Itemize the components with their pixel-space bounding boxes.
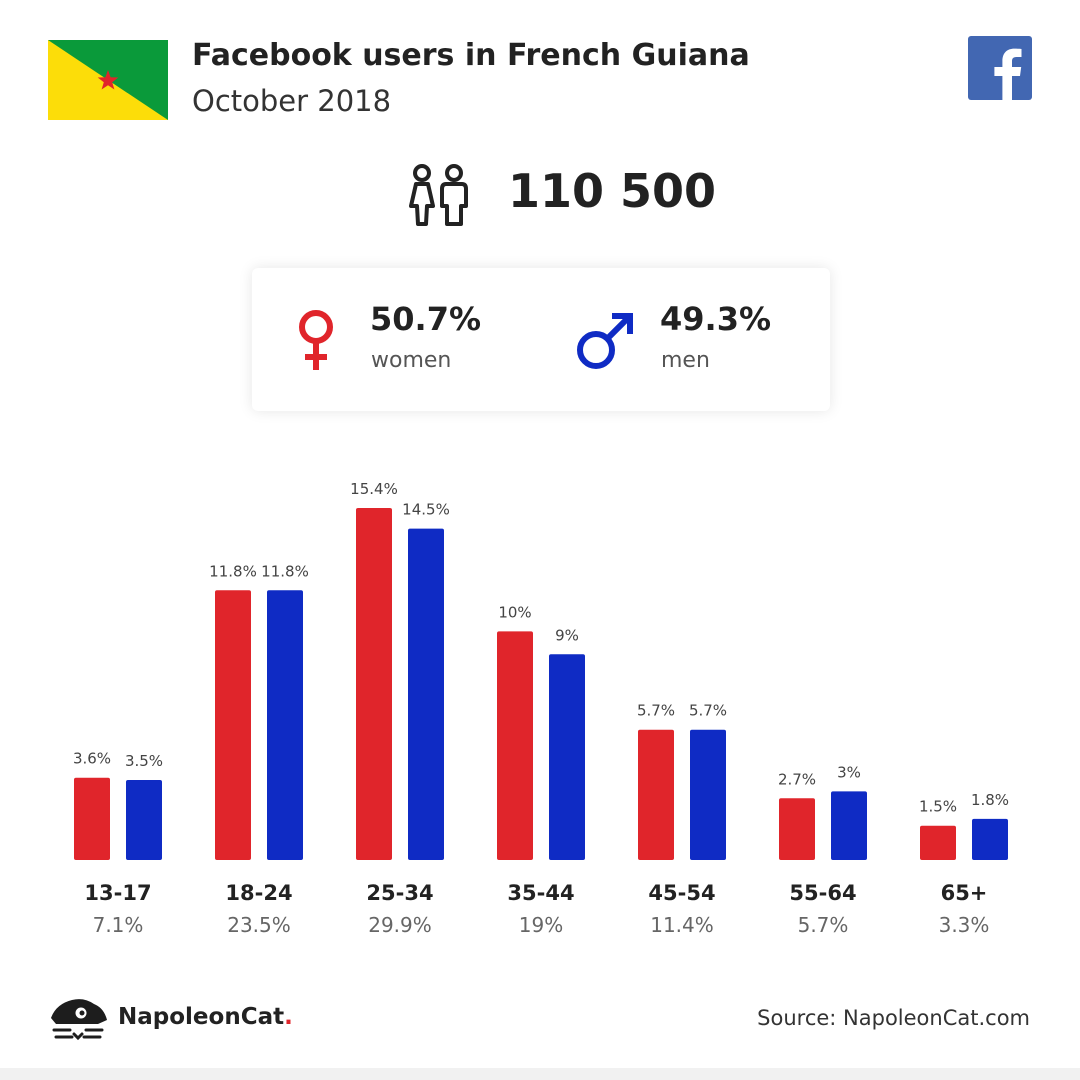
bar-men [690, 729, 726, 860]
bar-men [549, 654, 585, 860]
bar-women [638, 729, 674, 860]
brand-name-text: NapoleonCat [118, 1004, 285, 1030]
brand-dot: . [284, 1004, 293, 1030]
napoleoncat-logo-icon [51, 999, 107, 1041]
data-label-women: 1.5% [919, 798, 957, 816]
age-category-label: 55-64 [789, 881, 856, 905]
data-label-men: 9% [555, 626, 579, 644]
data-label-women: 5.7% [637, 702, 675, 720]
age-category-label: 65+ [941, 881, 988, 905]
male-symbol-icon [577, 313, 633, 369]
bar-men [831, 791, 867, 860]
female-symbol-icon [299, 310, 333, 370]
bar-women [215, 590, 251, 860]
users-icon [409, 164, 468, 226]
age-category-total: 3.3% [939, 913, 990, 937]
gender-card: 50.7% women 49.3% men [252, 268, 830, 411]
age-category-total: 29.9% [368, 913, 432, 937]
bar-women [74, 777, 110, 860]
age-category-label: 45-54 [648, 881, 715, 905]
women-percentage: 50.7% [370, 300, 482, 338]
data-label-women: 10% [498, 603, 531, 621]
age-category-label: 35-44 [507, 881, 574, 905]
men-percentage: 49.3% [660, 300, 772, 338]
brand-name: NapoleonCat. [118, 1004, 293, 1030]
data-label-women: 15.4% [350, 480, 398, 498]
data-label-women: 11.8% [209, 562, 257, 580]
bar-women [356, 508, 392, 860]
age-category-total: 23.5% [227, 913, 291, 937]
bar-men [267, 590, 303, 860]
age-category-total: 5.7% [798, 913, 849, 937]
data-label-men: 5.7% [689, 702, 727, 720]
women-label: women [371, 348, 452, 373]
men-label: men [661, 348, 710, 373]
footer-band [0, 1068, 1080, 1080]
age-category-total: 19% [519, 913, 563, 937]
total-users: 110 500 [508, 164, 717, 218]
age-bar-chart: 3.6% 3.5% 13-17 7.1% 11.8% 11.8% 18-24 23.5% 15.… [73, 480, 1009, 937]
data-label-men: 1.8% [971, 791, 1009, 809]
data-label-men: 3% [837, 763, 861, 781]
age-category-total: 11.4% [650, 913, 714, 937]
data-label-men: 3.5% [125, 752, 163, 770]
flag-star-icon [97, 70, 119, 90]
age-category-label: 13-17 [84, 881, 151, 905]
bar-women [779, 798, 815, 860]
data-label-men: 11.8% [261, 562, 309, 580]
facebook-logo-icon [968, 36, 1032, 100]
age-category-total: 7.1% [93, 913, 144, 937]
source-text: Source: NapoleonCat.com [757, 1006, 1030, 1030]
data-label-women: 3.6% [73, 750, 111, 768]
bar-men [408, 528, 444, 860]
bar-men [972, 818, 1008, 860]
page-title: Facebook users in French Guiana [192, 38, 750, 73]
bar-women [920, 825, 956, 860]
data-label-men: 14.5% [402, 501, 450, 519]
bar-women [497, 631, 533, 860]
age-category-label: 18-24 [225, 881, 292, 905]
bar-men [126, 780, 162, 860]
age-category-label: 25-34 [366, 881, 433, 905]
page-subtitle: October 2018 [192, 84, 392, 118]
french-guiana-flag [48, 40, 168, 120]
data-label-women: 2.7% [778, 770, 816, 788]
